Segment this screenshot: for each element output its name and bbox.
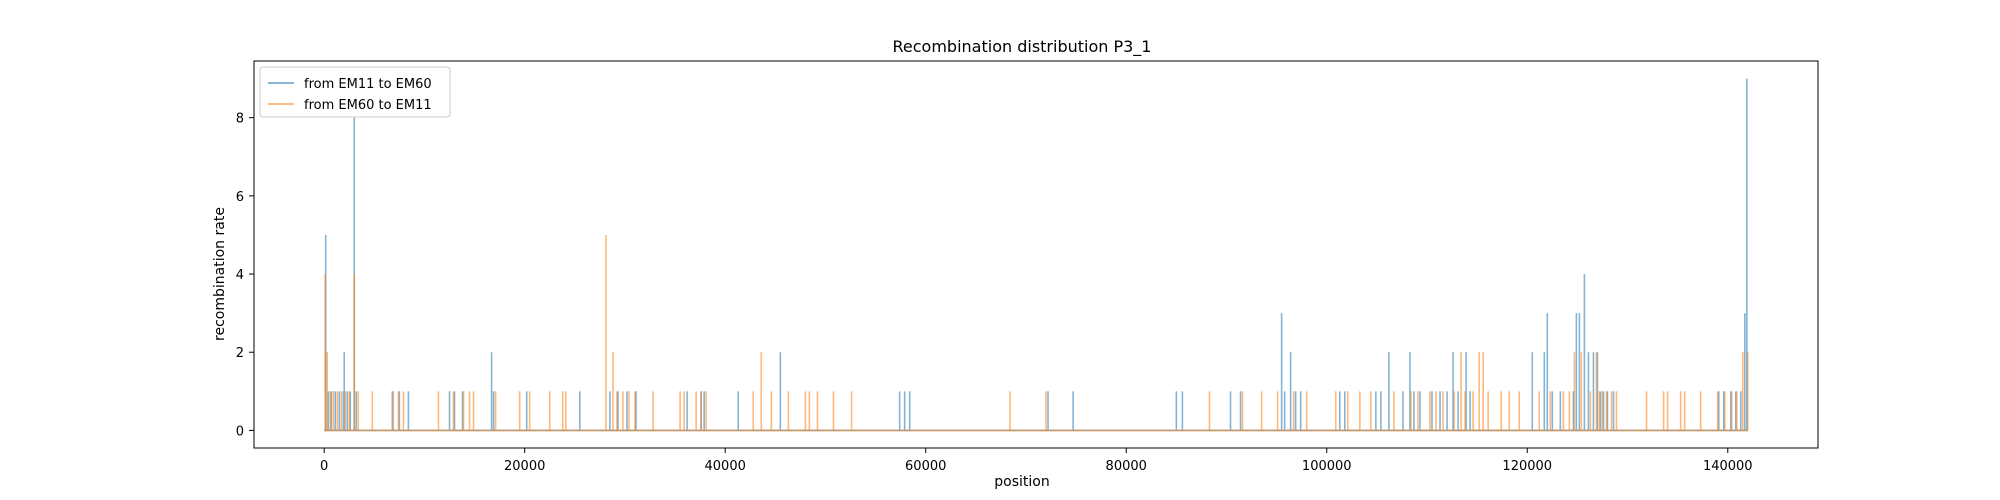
x-tick-label: 140000 (1703, 459, 1753, 474)
plot-area (254, 61, 1818, 448)
x-tick-label: 40000 (705, 459, 746, 474)
x-tick-label: 0 (320, 459, 328, 474)
y-tick-label: 8 (236, 112, 244, 127)
y-tick-label: 4 (236, 268, 244, 283)
y-tick-label: 2 (236, 346, 244, 361)
legend-entry: from EM11 to EM60 (304, 77, 432, 92)
x-tick-label: 20000 (504, 459, 545, 474)
y-axis-ticks: 0 2 4 6 8 (236, 112, 254, 439)
legend-box (259, 66, 451, 118)
series-2 (324, 234, 1749, 432)
x-axis-label: position (994, 474, 1049, 490)
x-tick-label: 120000 (1502, 459, 1552, 474)
y-axis-label: recombination rate (212, 207, 228, 341)
x-tick-label: 80000 (1106, 459, 1147, 474)
y-tick-label: 0 (236, 424, 244, 439)
x-axis-ticks: 0 20000 40000 60000 80000 100000 120000 140000 (320, 448, 1753, 474)
series-layer (324, 78, 1749, 432)
x-tick-label: 100000 (1302, 459, 1352, 474)
chart-title: Recombination distribution P3_1 (893, 37, 1152, 57)
x-tick-label: 60000 (905, 459, 946, 474)
plot-frame (253, 60, 1819, 449)
legend-entry: from EM60 to EM11 (304, 98, 432, 113)
legend: from EM11 to EM60 from EM60 to EM11 (259, 66, 451, 118)
y-tick-label: 6 (236, 190, 244, 205)
